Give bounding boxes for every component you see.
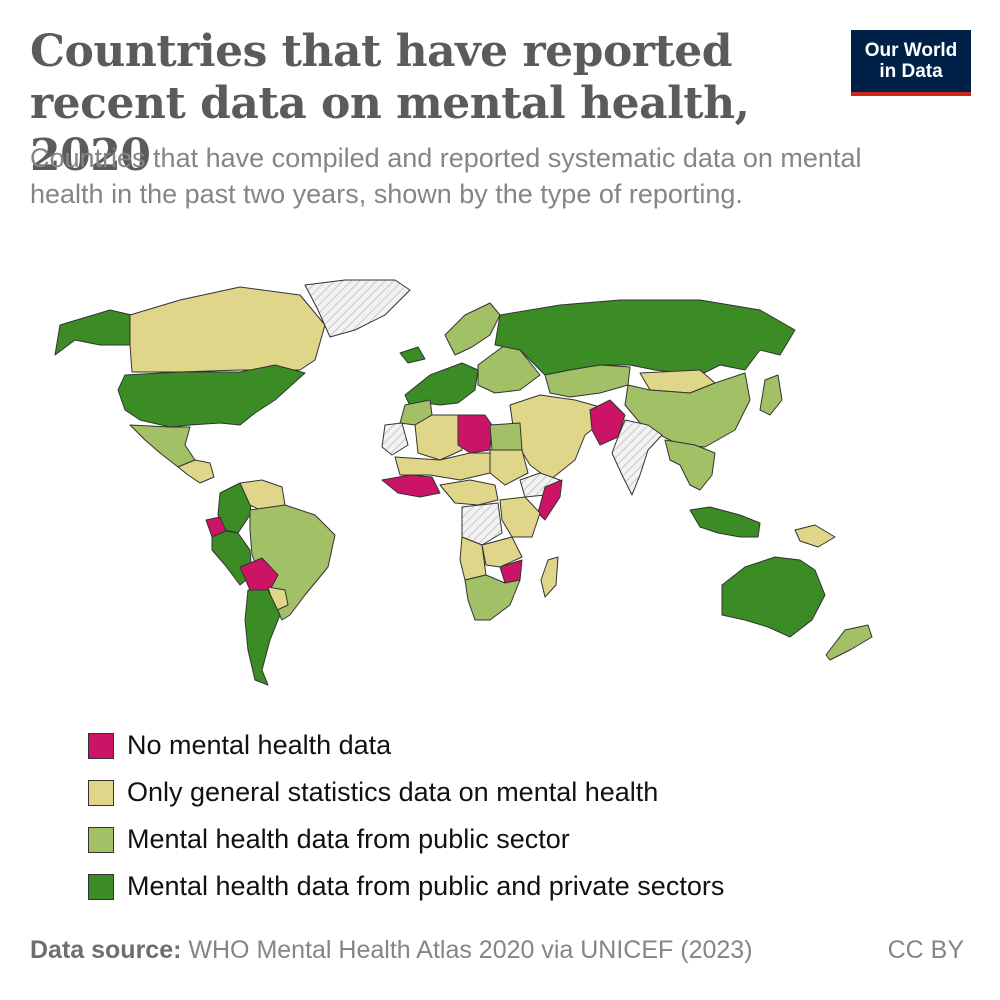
- region-greenland[interactable]: [304, 279, 411, 338]
- region-iceland[interactable]: [399, 346, 426, 364]
- region-india[interactable]: [611, 419, 663, 496]
- legend-swatch: [88, 873, 114, 900]
- region-libya[interactable]: [457, 414, 493, 454]
- region-australia[interactable]: [721, 556, 826, 638]
- world-map: [54, 279, 873, 686]
- region-papua-new-guinea[interactable]: [794, 524, 836, 548]
- region-madagascar[interactable]: [540, 556, 559, 598]
- region-russia[interactable]: [494, 299, 796, 376]
- region-zambia[interactable]: [481, 536, 523, 568]
- license-link[interactable]: CC BY: [887, 936, 964, 964]
- region-argentina[interactable]: [244, 589, 281, 686]
- region-central-africa[interactable]: [439, 479, 499, 506]
- legend-label: Only general statistics data on mental h…: [127, 777, 659, 807]
- region-scandinavia[interactable]: [444, 302, 501, 356]
- legend-label: No mental health data: [127, 730, 392, 760]
- region-united-states[interactable]: [117, 364, 306, 428]
- data-source: Data source: WHO Mental Health Atlas 202…: [30, 936, 753, 965]
- legend-swatch: [88, 779, 114, 806]
- region-mexico[interactable]: [129, 424, 196, 468]
- region-west-africa[interactable]: [381, 474, 441, 498]
- region-canada[interactable]: [129, 286, 326, 373]
- region-western-sahara[interactable]: [381, 422, 409, 456]
- owid-logo[interactable]: Our World in Data: [851, 30, 971, 96]
- data-source-link[interactable]: WHO Mental Health Atlas 2020 via UNICEF …: [188, 936, 753, 964]
- region-sudan[interactable]: [489, 449, 529, 486]
- logo-line-2: in Data: [879, 61, 943, 82]
- region-southeast-asia[interactable]: [664, 439, 716, 491]
- region-alaska[interactable]: [54, 309, 133, 356]
- legend-label: Mental health data from public sector: [127, 824, 570, 854]
- region-middle-east[interactable]: [509, 394, 601, 481]
- logo-line-1: Our World: [864, 40, 958, 61]
- legend-swatch: [88, 732, 114, 759]
- region-east-africa[interactable]: [499, 496, 541, 538]
- region-central-america[interactable]: [177, 459, 215, 484]
- legend-item-public-sector[interactable]: Mental health data from public sector: [88, 816, 724, 863]
- region-dr-congo[interactable]: [461, 502, 503, 546]
- region-somalia[interactable]: [537, 479, 563, 521]
- region-indonesia[interactable]: [689, 506, 761, 538]
- region-egypt[interactable]: [489, 422, 523, 451]
- region-southern-africa[interactable]: [464, 574, 521, 621]
- legend: No mental health data Only general stati…: [88, 722, 724, 910]
- region-japan[interactable]: [759, 374, 783, 416]
- legend-item-no-data[interactable]: No mental health data: [88, 722, 724, 769]
- chart-subtitle: Countries that have compiled and reporte…: [30, 143, 862, 209]
- data-source-label: Data source:: [30, 936, 182, 964]
- region-new-zealand[interactable]: [825, 624, 873, 661]
- legend-label: Mental health data from public and priva…: [127, 871, 725, 901]
- legend-item-general-statistics[interactable]: Only general statistics data on mental h…: [88, 769, 724, 816]
- legend-item-public-private[interactable]: Mental health data from public and priva…: [88, 863, 724, 910]
- chart-title: Countries that have reported recent data…: [30, 26, 750, 181]
- region-algeria[interactable]: [414, 414, 463, 461]
- legend-swatch: [88, 826, 114, 853]
- region-bolivia[interactable]: [239, 557, 279, 591]
